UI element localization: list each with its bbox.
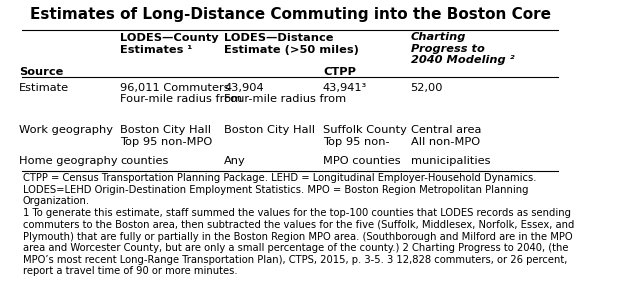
Text: 1 To generate this estimate, staff summed the values for the top-100 counties th: 1 To generate this estimate, staff summe… (23, 208, 574, 276)
Text: 52,00: 52,00 (411, 83, 443, 93)
Text: municipalities: municipalities (411, 156, 490, 166)
Text: 96,011 Commuters
Four-mile radius from: 96,011 Commuters Four-mile radius from (120, 83, 243, 104)
Text: Source: Source (19, 67, 63, 78)
Text: Boston City Hall
Top 95 non-MPO: Boston City Hall Top 95 non-MPO (120, 125, 212, 147)
Text: Suffolk County
Top 95 non-: Suffolk County Top 95 non- (323, 125, 407, 147)
Text: Estimates of Long-Distance Commuting into the Boston Core: Estimates of Long-Distance Commuting int… (30, 7, 550, 22)
Text: Charting
Progress to
2040 Modeling ²: Charting Progress to 2040 Modeling ² (411, 32, 514, 65)
Text: Work geography: Work geography (19, 125, 113, 135)
Text: CTPP: CTPP (323, 67, 356, 78)
Text: Central area
All non-MPO: Central area All non-MPO (411, 125, 481, 147)
Text: Home geography: Home geography (19, 156, 118, 166)
Text: LODES—County
Estimates ¹: LODES—County Estimates ¹ (120, 33, 219, 55)
Text: LODES—Distance
Estimate (>50 miles): LODES—Distance Estimate (>50 miles) (224, 33, 359, 55)
Text: Estimate: Estimate (19, 83, 69, 93)
Text: MPO counties: MPO counties (323, 156, 401, 166)
Text: 43,904
Four-mile radius from: 43,904 Four-mile radius from (224, 83, 346, 104)
Text: 43,941³: 43,941³ (323, 83, 367, 93)
Text: Any: Any (224, 156, 246, 166)
Text: Boston City Hall: Boston City Hall (224, 125, 315, 135)
Text: counties: counties (120, 156, 169, 166)
Text: CTPP = Census Transportation Planning Package. LEHD = Longitudinal Employer-Hous: CTPP = Census Transportation Planning Pa… (23, 173, 537, 206)
